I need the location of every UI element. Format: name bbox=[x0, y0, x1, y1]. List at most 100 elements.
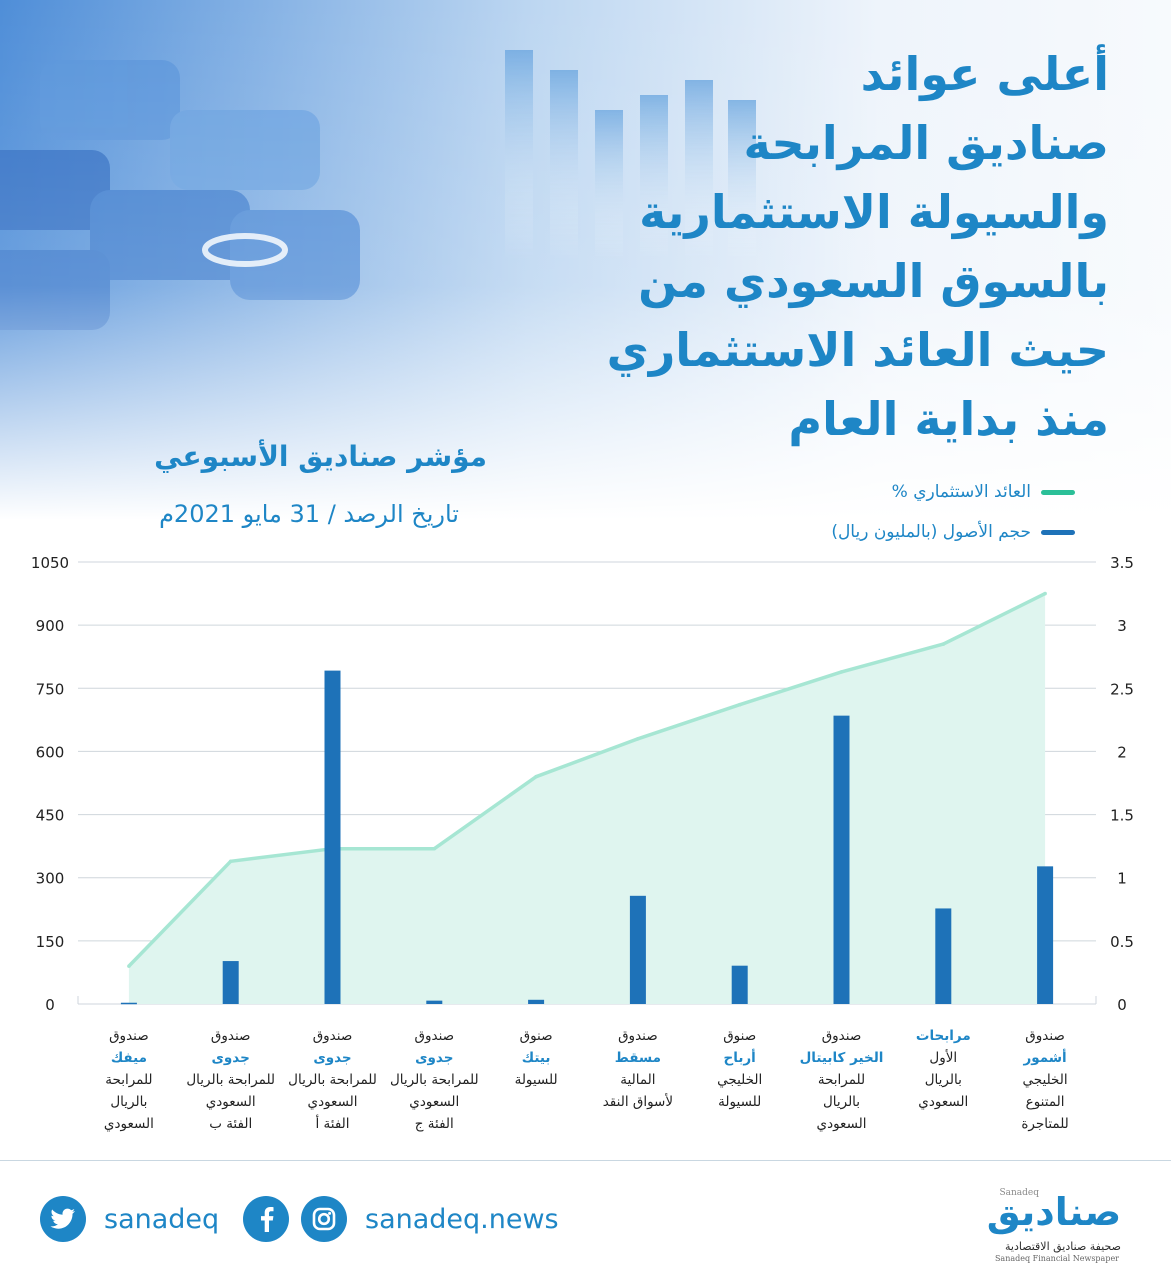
chart-subtitle: مؤشر صناديق الأسبوعي bbox=[154, 440, 487, 473]
category-label-line: للسيولة bbox=[718, 1094, 761, 1110]
category-label-line: صندوق bbox=[109, 1028, 149, 1044]
category-label: صندوق مسقط المالية لأسواق النقد bbox=[603, 1028, 673, 1110]
logo-arabic-tagline: صحيفة صناديق الاقتصادية bbox=[1004, 1240, 1121, 1253]
return-point bbox=[534, 774, 538, 779]
category-label-line: الخليجي bbox=[1023, 1072, 1068, 1088]
category-label-line: المالية bbox=[620, 1072, 655, 1088]
category-label-line: جدوى bbox=[313, 1050, 351, 1066]
category-label-line: صنوق bbox=[520, 1028, 553, 1044]
category-label-line: مسقط bbox=[615, 1050, 661, 1066]
asset-bar bbox=[120, 1002, 137, 1005]
category-label-line: السعودي bbox=[918, 1094, 968, 1110]
return-point bbox=[839, 670, 844, 674]
category-label-line: السعودي bbox=[817, 1116, 867, 1132]
left-axis-tick-label: 150 bbox=[36, 933, 65, 951]
category-label-line: صندوق bbox=[414, 1028, 454, 1044]
asset-bar bbox=[629, 895, 646, 1004]
hero-illustration bbox=[0, 0, 1171, 520]
right-axis-tick-label: 3.5 bbox=[1110, 554, 1134, 572]
headline-line-1: أعلى عوائد bbox=[860, 47, 1109, 101]
category-label-line: صنوق bbox=[723, 1028, 756, 1044]
category-label-line: مرابحات bbox=[916, 1028, 971, 1044]
category-label: مرابحات الأول بالريال السعودي bbox=[916, 1028, 971, 1110]
category-label-line: الفئة ب bbox=[209, 1116, 252, 1132]
twitter-icon bbox=[40, 1196, 86, 1242]
return-point bbox=[636, 737, 640, 741]
return-point bbox=[737, 702, 742, 707]
return-point bbox=[941, 642, 946, 646]
category-label-line: للمرابحة بالريال bbox=[186, 1072, 275, 1088]
return-point bbox=[127, 964, 131, 968]
funds-chart: 0 150 300 450 600 750 900 1050 0 0.5 1 1.5 2 2.5 3 3.5 ص… bbox=[31, 554, 1134, 1132]
left-axis-tick-label: 450 bbox=[36, 807, 65, 825]
category-label-line: بيتك bbox=[522, 1050, 551, 1066]
category-label-line: للسيولة bbox=[515, 1072, 558, 1088]
category-label-line: بالريال bbox=[823, 1094, 860, 1110]
logo-arabic-name: صناديق bbox=[986, 1190, 1122, 1234]
left-axis-tick-label: 750 bbox=[36, 680, 65, 698]
headline: أعلى عوائد صناديق المرابحة والسيولة الاس… bbox=[409, 40, 1109, 454]
asset-bar bbox=[222, 961, 239, 1004]
headline-line-6: منذ بداية العام bbox=[788, 392, 1109, 446]
headline-line-3: والسيولة الاستثمارية bbox=[639, 185, 1109, 239]
category-label-line: للمرابحة بالريال bbox=[390, 1072, 479, 1088]
category-label: صندوق ميفك للمرابحة بالريال السعودي bbox=[104, 1028, 154, 1132]
category-label: صندوق جدوى للمرابحة بالريال السعودي الفئة ج bbox=[390, 1028, 479, 1132]
category-label-line: الفئة أ bbox=[315, 1114, 349, 1132]
left-axis-tick-label: 900 bbox=[36, 617, 65, 635]
category-label-line: السعودي bbox=[104, 1116, 154, 1132]
category-label-line: للمرابحة بالريال bbox=[288, 1072, 377, 1088]
left-axis-tick-label: 1050 bbox=[31, 554, 69, 572]
category-label-line: بالريال bbox=[925, 1072, 962, 1088]
legend-item-return: العائد الاستثماري % bbox=[831, 472, 1075, 512]
return-point bbox=[228, 859, 233, 864]
category-label-line: أشمور bbox=[1022, 1049, 1066, 1066]
category-label-line: صندوق bbox=[313, 1028, 353, 1044]
category-label-line: بالريال bbox=[110, 1094, 147, 1110]
asset-bar bbox=[731, 965, 748, 1004]
return-area bbox=[128, 593, 1046, 1004]
category-label-line: صندوق bbox=[618, 1028, 658, 1044]
footer-divider bbox=[0, 1160, 1171, 1161]
category-label-line: صندوق bbox=[211, 1028, 251, 1044]
left-axis-tick-label: 600 bbox=[36, 743, 65, 761]
right-axis-tick-label: 1.5 bbox=[1110, 807, 1134, 825]
return-line bbox=[127, 592, 1046, 968]
twitter-handle: sanadeq bbox=[104, 1203, 220, 1235]
category-label-line: السعودي bbox=[409, 1094, 459, 1110]
logo-english-tagline: Sanadeq Financial Newspaper bbox=[994, 1254, 1119, 1263]
category-label-line: للمرابحة bbox=[105, 1072, 152, 1088]
category-label-line: للمرابحة bbox=[818, 1072, 865, 1088]
sanadeq-logo: Sanadeq صناديق صحيفة صناديق الاقتصادية S… bbox=[979, 1188, 1129, 1268]
right-axis-tick-label: 1 bbox=[1117, 870, 1127, 888]
category-label: صندوق الخير كابيتال للمرابحة بالريال السعودي bbox=[800, 1028, 884, 1132]
logo-english-small: Sanadeq bbox=[999, 1188, 1039, 1198]
asset-bar bbox=[324, 670, 341, 1004]
category-label: صندوق جدوى للمرابحة بالريال السعودي الفئة ب bbox=[186, 1028, 275, 1132]
right-axis-tick-label: 2 bbox=[1117, 743, 1127, 761]
asset-bar bbox=[528, 999, 545, 1004]
site-handle: sanadeq.news bbox=[365, 1203, 559, 1235]
category-label-line: الفئة ج bbox=[415, 1116, 454, 1132]
category-label-line: الخليجي bbox=[717, 1072, 762, 1088]
twitter-link[interactable]: sanadeq bbox=[40, 1196, 219, 1242]
headline-line-5: حيث العائد الاستثماري bbox=[606, 323, 1109, 377]
asset-bar bbox=[833, 715, 850, 1004]
category-label-line: جدوى bbox=[415, 1050, 453, 1066]
headline-line-2: صناديق المرابحة bbox=[743, 116, 1109, 170]
left-axis-tick-label: 0 bbox=[45, 996, 55, 1014]
category-label-line: صندوق bbox=[822, 1028, 862, 1044]
right-axis-tick-label: 2.5 bbox=[1110, 680, 1134, 698]
site-link[interactable]: sanadeq.news bbox=[243, 1196, 559, 1242]
right-axis-tick-label: 0 bbox=[1117, 996, 1127, 1014]
chart-legend: العائد الاستثماري % حجم الأصول (بالمليون… bbox=[831, 472, 1075, 552]
right-axis-tick-label: 0.5 bbox=[1110, 933, 1134, 951]
category-label-line: للمتاجرة bbox=[1021, 1116, 1068, 1132]
observation-date: تاريخ الرصد / 31 مايو 2021م bbox=[159, 500, 459, 528]
category-label-line: جدوى bbox=[212, 1050, 250, 1066]
hero-background bbox=[0, 0, 1171, 520]
left-axis-tick-label: 300 bbox=[36, 870, 65, 888]
facebook-icon bbox=[243, 1196, 289, 1242]
category-label-line: صندوق bbox=[1025, 1028, 1065, 1044]
category-label-line: لأسواق النقد bbox=[603, 1093, 673, 1110]
